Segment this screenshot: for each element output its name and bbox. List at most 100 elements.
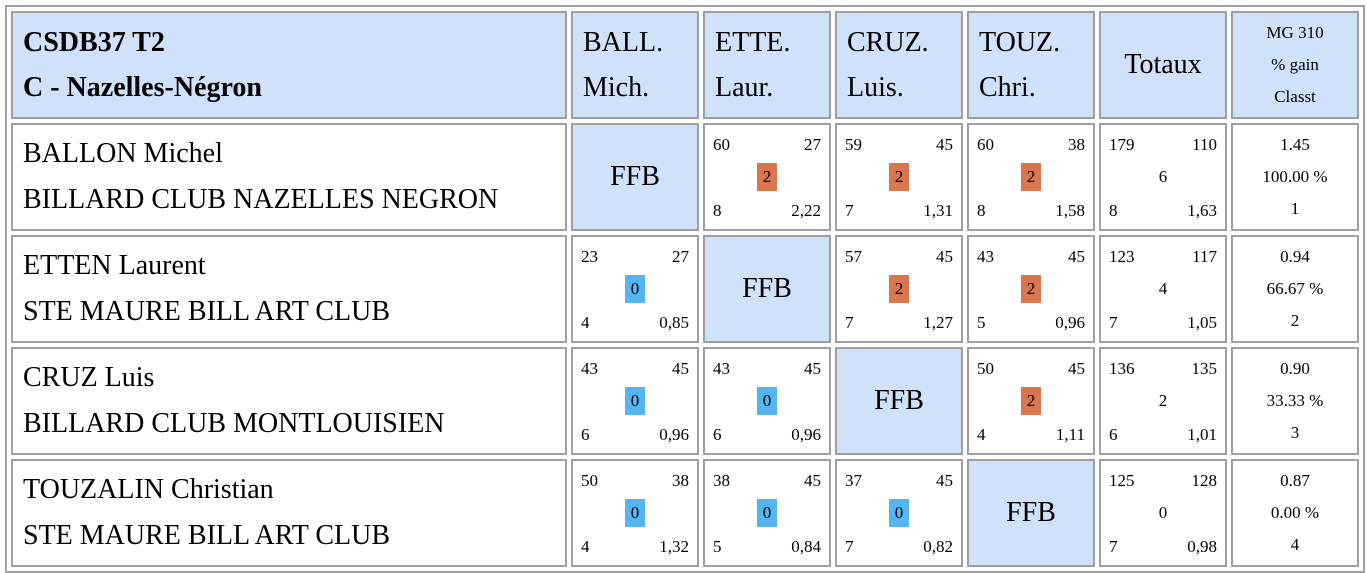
average: 0,82 [923, 537, 953, 556]
match-score-cell: 57 45 2 7 1,27 [835, 235, 963, 343]
points-against: 45 [1068, 359, 1085, 378]
player-row: BALLON Michel BILLARD CLUB NAZELLES NEGRO… [11, 123, 1359, 231]
match-score-cell: 50 45 2 4 1,11 [967, 347, 1095, 455]
total-innings: 7 [1109, 313, 1118, 332]
points-against: 27 [672, 247, 689, 266]
total-average: 1,05 [1187, 313, 1217, 332]
venue-name: C - Nazelles-Négron [23, 72, 262, 103]
innings: 4 [977, 425, 986, 444]
mg-cell: 1.45 100.00 % 1 [1231, 123, 1359, 231]
header-row: CSDB37 T2 C - Nazelles-Négron BALL. Mich… [11, 11, 1359, 119]
competition-title: CSDB37 T2 C - Nazelles-Négron [11, 11, 567, 119]
player-row: CRUZ Luis BILLARD CLUB MONTLOUISIEN 43 45 0 6… [11, 347, 1359, 455]
total-points-against: 135 [1191, 359, 1218, 378]
rank: 4 [1290, 535, 1300, 554]
average: 0,96 [1055, 313, 1085, 332]
match-points-badge: 2 [889, 163, 909, 191]
total-points-against: 117 [1192, 247, 1217, 266]
points-against: 45 [1068, 247, 1085, 266]
mg-cell: 0.87 0.00 % 4 [1231, 459, 1359, 567]
rank-label: Classt [1274, 87, 1316, 106]
average: 0,85 [659, 313, 689, 332]
points-against: 45 [936, 135, 953, 154]
player-name: BALLON Michel [23, 138, 223, 169]
points-against: 38 [1068, 135, 1085, 154]
total-points-against: 110 [1192, 135, 1217, 154]
match-score-cell: 38 45 0 5 0,84 [703, 459, 831, 567]
total-average: 1,63 [1187, 201, 1217, 220]
match-score-cell: 50 38 0 4 1,32 [571, 459, 699, 567]
player-club: STE MAURE BILL ART CLUB [23, 520, 391, 551]
average: 1,32 [659, 537, 689, 556]
average: 0,96 [659, 425, 689, 444]
average: 0,96 [791, 425, 821, 444]
points-against: 45 [936, 471, 953, 490]
player-row: TOUZALIN Christian STE MAURE BILL ART CLU… [11, 459, 1359, 567]
player-row: ETTEN Laurent STE MAURE BILL ART CLUB 23 27… [11, 235, 1359, 343]
match-score-cell: 59 45 2 7 1,31 [835, 123, 963, 231]
points-for: 38 [713, 471, 730, 490]
total-points-for: 123 [1109, 247, 1135, 266]
total-points-for: 125 [1109, 471, 1135, 490]
match-points-badge: 2 [889, 275, 909, 303]
match-points-badge: 0 [757, 387, 777, 415]
points-for: 57 [845, 247, 862, 266]
mg-cell: 0.90 33.33 % 3 [1231, 347, 1359, 455]
total-match-points: 2 [1158, 391, 1168, 410]
mg-header: MG 310 % gain Classt [1231, 11, 1359, 119]
general-average: 0.90 [1280, 359, 1310, 378]
innings: 5 [713, 537, 722, 556]
general-average: 1.45 [1280, 135, 1310, 154]
innings: 6 [713, 425, 722, 444]
totals-cell: 179 110 6 8 1,63 [1099, 123, 1227, 231]
column-header-firstname: Mich. [583, 72, 650, 103]
column-header-3: CRUZ. Luis. [835, 11, 963, 119]
match-points-badge: 0 [625, 499, 645, 527]
points-for: 37 [845, 471, 862, 490]
total-points-for: 136 [1109, 359, 1135, 378]
mg-label: MG 310 [1266, 23, 1324, 42]
gain-percent: 33.33 % [1266, 391, 1324, 410]
column-header-firstname: Luis. [847, 72, 904, 103]
player-cell: TOUZALIN Christian STE MAURE BILL ART CLU… [11, 459, 567, 567]
points-against: 45 [804, 471, 821, 490]
player-club: BILLARD CLUB MONTLOUISIEN [23, 408, 445, 439]
totals-cell: 125 128 0 7 0,98 [1099, 459, 1227, 567]
match-points-badge: 0 [889, 499, 909, 527]
innings: 5 [977, 313, 986, 332]
player-cell: ETTEN Laurent STE MAURE BILL ART CLUB [11, 235, 567, 343]
column-header-4: TOUZ. Chri. [967, 11, 1095, 119]
total-innings: 7 [1109, 537, 1118, 556]
total-average: 1,01 [1187, 425, 1217, 444]
competition-name: CSDB37 T2 [23, 27, 165, 58]
total-innings: 8 [1109, 201, 1118, 220]
column-header-firstname: Chri. [979, 72, 1036, 103]
match-score-cell: 43 45 0 6 0,96 [571, 347, 699, 455]
points-against: 45 [672, 359, 689, 378]
points-for: 59 [845, 135, 862, 154]
match-score-cell: 23 27 0 4 0,85 [571, 235, 699, 343]
self-match-cell: FFB [703, 235, 831, 343]
self-match-cell: FFB [835, 347, 963, 455]
innings: 8 [977, 201, 986, 220]
total-match-points: 4 [1158, 279, 1168, 298]
column-header-firstname: Laur. [715, 72, 774, 103]
innings: 7 [845, 537, 854, 556]
general-average: 0.94 [1280, 247, 1310, 266]
points-for: 43 [977, 247, 994, 266]
player-cell: CRUZ Luis BILLARD CLUB MONTLOUISIEN [11, 347, 567, 455]
column-header-surname: BALL. [583, 27, 664, 58]
match-points-badge: 0 [625, 387, 645, 415]
points-against: 45 [936, 247, 953, 266]
column-header-surname: ETTE. [715, 27, 791, 58]
points-against: 38 [672, 471, 689, 490]
player-name: TOUZALIN Christian [23, 474, 274, 505]
match-score-cell: 37 45 0 7 0,82 [835, 459, 963, 567]
rank: 1 [1290, 199, 1300, 218]
innings: 6 [581, 425, 590, 444]
player-name: CRUZ Luis [23, 362, 155, 393]
player-name: ETTEN Laurent [23, 250, 206, 281]
results-table: CSDB37 T2 C - Nazelles-Négron BALL. Mich… [5, 5, 1365, 573]
match-score-cell: 60 38 2 8 1,58 [967, 123, 1095, 231]
match-score-cell: 43 45 0 6 0,96 [703, 347, 831, 455]
